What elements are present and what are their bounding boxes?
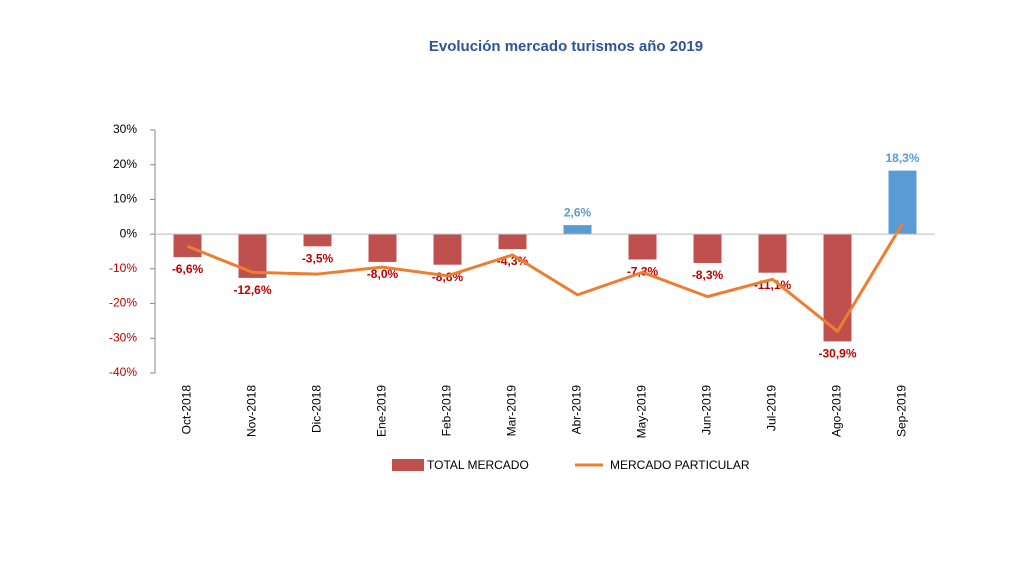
data-label: 2,6% — [564, 205, 592, 219]
bar — [238, 234, 267, 278]
x-tick-label: Jul-2019 — [765, 385, 779, 431]
bar — [173, 234, 202, 258]
y-tick-label: 20% — [113, 157, 137, 171]
bar — [693, 234, 722, 263]
x-tick-label: Oct-2018 — [180, 385, 194, 435]
x-tick-label: Jun-2019 — [700, 385, 714, 435]
data-label: -3,5% — [302, 251, 334, 265]
x-tick-label: Ene-2019 — [375, 385, 389, 437]
x-tick-label: Sep-2019 — [895, 385, 909, 437]
y-tick-label: -30% — [109, 330, 137, 344]
data-label: -6,6% — [172, 262, 204, 276]
legend-swatch — [392, 459, 424, 471]
bar — [368, 234, 397, 262]
chart-title: Evolución mercado turismos año 2019 — [429, 38, 703, 55]
line — [186, 222, 904, 333]
x-tick-label: Mar-2019 — [505, 385, 519, 437]
y-tick-label: 10% — [113, 192, 137, 206]
bar — [563, 225, 592, 235]
x-tick-label: Nov-2018 — [245, 385, 259, 437]
data-label: -8,3% — [692, 268, 724, 282]
data-label: 18,3% — [885, 151, 919, 165]
x-tick-label: Dic-2018 — [310, 385, 324, 433]
data-label: -8,0% — [367, 267, 399, 281]
bar — [433, 234, 462, 265]
bar — [498, 234, 527, 250]
x-tick-label: Feb-2019 — [440, 385, 454, 437]
legend-label: MERCADO PARTICULAR — [610, 458, 750, 472]
y-tick-label: -40% — [109, 365, 137, 379]
bar — [758, 234, 787, 273]
y-tick-label: -10% — [109, 261, 137, 275]
y-tick-label: 30% — [113, 122, 137, 136]
data-label: -30,9% — [818, 347, 856, 361]
legend-label: TOTAL MERCADO — [427, 458, 529, 472]
data-label: -12,6% — [233, 283, 271, 297]
bar — [888, 170, 917, 235]
bar — [303, 234, 332, 247]
x-tick-label: Ago-2019 — [830, 385, 844, 437]
bar — [628, 234, 657, 260]
y-tick-label: 0% — [120, 226, 138, 240]
x-tick-label: Abr-2019 — [570, 385, 584, 435]
x-tick-label: May-2019 — [635, 385, 649, 439]
y-tick-label: -20% — [109, 296, 137, 310]
